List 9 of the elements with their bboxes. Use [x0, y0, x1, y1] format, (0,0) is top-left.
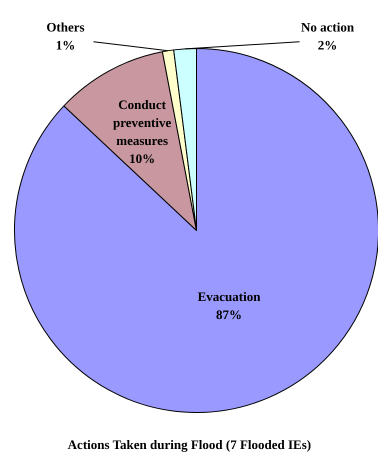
text: Actions Taken during Flood (7 Flooded IEs) — [68, 437, 312, 452]
data-label: 2% — [318, 37, 338, 52]
slice-label: No action — [301, 19, 355, 34]
data-label: 1% — [56, 37, 76, 52]
data-label: 10% — [129, 151, 156, 166]
slice-label: Evacuation — [198, 289, 262, 304]
slice-label: Conduct preventive measures — [113, 97, 172, 148]
data-label: 87% — [216, 307, 242, 322]
slice-label: Others — [46, 19, 85, 34]
